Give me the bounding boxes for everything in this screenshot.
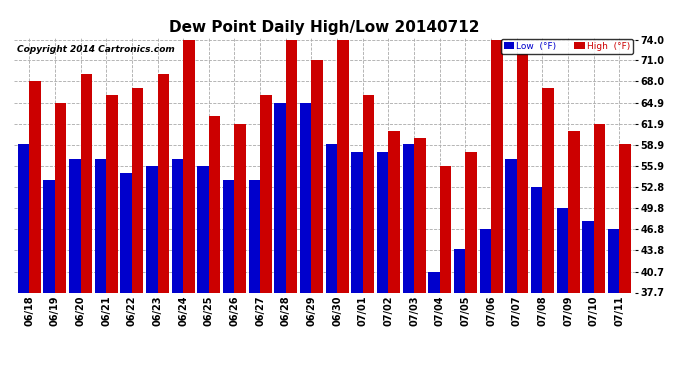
Bar	[286, 40, 297, 292]
Bar	[402, 144, 414, 292]
Text: Copyright 2014 Cartronics.com: Copyright 2014 Cartronics.com	[17, 45, 175, 54]
Bar	[183, 40, 195, 292]
Bar	[377, 152, 388, 292]
Bar	[454, 249, 466, 292]
Title: Dew Point Daily High/Low 20140712: Dew Point Daily High/Low 20140712	[169, 20, 480, 35]
Bar	[81, 74, 92, 292]
Bar	[326, 144, 337, 292]
Bar	[235, 124, 246, 292]
Bar	[351, 152, 363, 292]
Bar	[274, 103, 286, 292]
Bar	[172, 159, 183, 292]
Bar	[593, 124, 605, 292]
Bar	[608, 229, 620, 292]
Bar	[480, 229, 491, 292]
Bar	[568, 131, 580, 292]
Bar	[106, 95, 118, 292]
Bar	[557, 208, 568, 292]
Bar	[491, 40, 502, 292]
Bar	[55, 103, 66, 292]
Bar	[157, 74, 169, 292]
Bar	[582, 221, 593, 292]
Bar	[363, 95, 375, 292]
Bar	[132, 88, 144, 292]
Bar	[414, 138, 426, 292]
Bar	[18, 144, 29, 292]
Bar	[440, 166, 451, 292]
Bar	[620, 144, 631, 292]
Bar	[209, 116, 220, 292]
Bar	[466, 152, 477, 292]
Bar	[43, 180, 55, 292]
Bar	[248, 180, 260, 292]
Bar	[95, 159, 106, 292]
Bar	[223, 180, 235, 292]
Bar	[69, 159, 81, 292]
Bar	[337, 40, 348, 292]
Bar	[120, 172, 132, 292]
Bar	[542, 88, 554, 292]
Bar	[311, 60, 323, 292]
Bar	[517, 54, 529, 292]
Bar	[505, 159, 517, 292]
Bar	[531, 187, 542, 292]
Bar	[300, 103, 311, 292]
Bar	[29, 81, 41, 292]
Bar	[388, 131, 400, 292]
Bar	[146, 166, 157, 292]
Bar	[260, 95, 272, 292]
Bar	[428, 272, 440, 292]
Bar	[197, 166, 209, 292]
Legend: Low  (°F), High  (°F): Low (°F), High (°F)	[501, 39, 633, 54]
